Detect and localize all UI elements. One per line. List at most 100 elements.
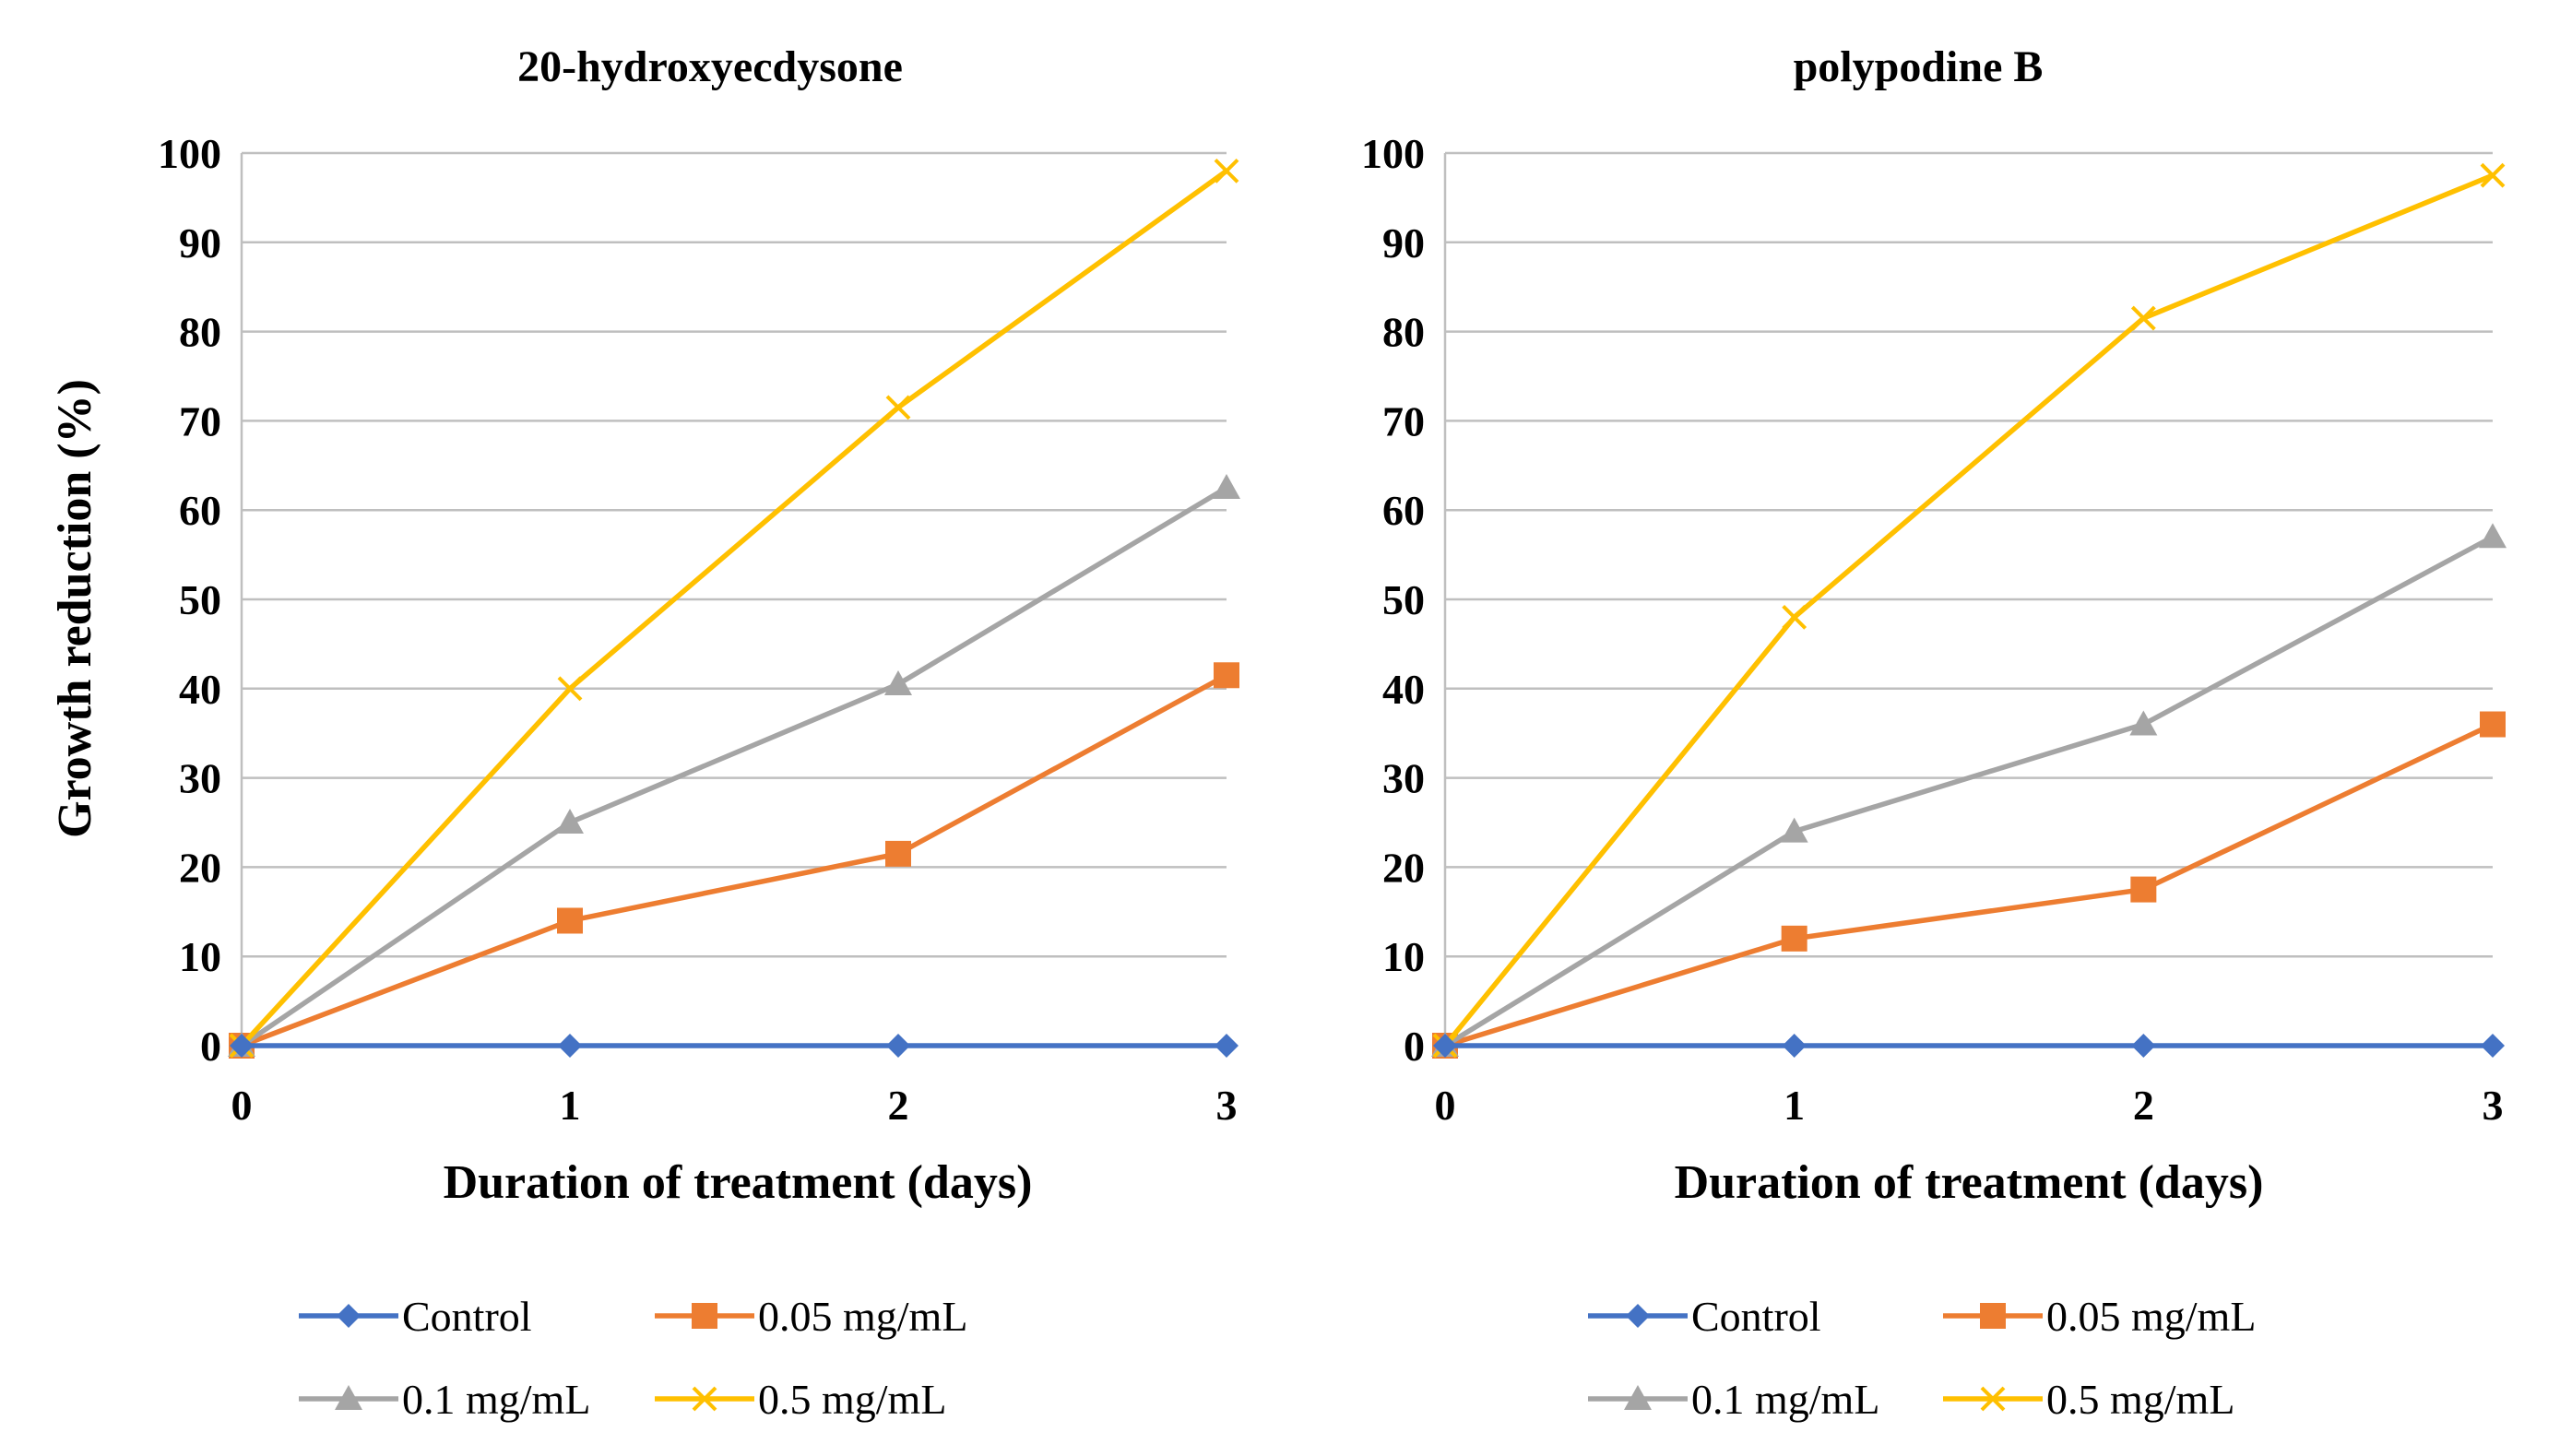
legend-label: 0.1 mg/mL: [1691, 1376, 1879, 1423]
series-line: [1443, 534, 2495, 1048]
y-tick-label: 60: [179, 487, 221, 534]
data-point: [2479, 523, 2507, 549]
data-point: [2129, 710, 2158, 736]
legend-item: 0.05 mg/mL: [655, 1293, 967, 1340]
data-point: [1215, 1034, 1239, 1058]
data-point: [557, 907, 583, 934]
data-point: [1214, 662, 1239, 689]
x-tick-label: 0: [1435, 1082, 1456, 1129]
legend-marker: [1624, 1385, 1652, 1410]
data-point: [885, 395, 911, 420]
data-point: [2480, 711, 2506, 738]
series-0-5-mg-ml: [1432, 162, 2506, 1059]
legend-marker: [335, 1385, 362, 1410]
legend-item: Control: [1588, 1293, 1821, 1340]
data-point: [885, 840, 911, 867]
x-tick-label: 2: [2133, 1082, 2154, 1129]
y-tick-label: 100: [1361, 130, 1425, 177]
data-point: [2130, 305, 2156, 331]
y-tick-label: 100: [158, 130, 221, 177]
data-point: [2481, 1034, 2505, 1058]
x-tick-label: 2: [888, 1082, 909, 1129]
y-tick-label: 0: [1404, 1023, 1425, 1070]
data-point: [1214, 158, 1239, 183]
series-control: [230, 1034, 1239, 1058]
y-tick-label: 70: [179, 397, 221, 444]
data-point: [1781, 925, 1807, 952]
y-tick-label: 50: [179, 576, 221, 623]
chart-title: 20-hydroxyecdysone: [517, 42, 903, 91]
series-line: [239, 169, 1228, 1048]
y-tick-label: 40: [179, 666, 221, 713]
legend-label: 0.5 mg/mL: [2046, 1376, 2234, 1423]
y-tick-label: 90: [179, 219, 221, 266]
legend-item: 0.5 mg/mL: [1943, 1376, 2234, 1423]
legend-marker: [692, 1303, 717, 1329]
gridlines: [240, 151, 1227, 1048]
data-point: [557, 676, 583, 702]
series-0-1-mg-ml: [1431, 523, 2507, 1057]
gridlines: [1443, 151, 2493, 1048]
y-tick-label: 60: [1382, 487, 1425, 534]
legend-item: Control: [299, 1293, 532, 1340]
plot-area: [1431, 162, 2507, 1059]
series-0-05-mg-ml: [1432, 711, 2506, 1059]
y-tick-label: 40: [1382, 666, 1425, 713]
legend-marker: [1980, 1386, 2006, 1412]
legend-label: Control: [1691, 1293, 1821, 1340]
legend-marker: [1626, 1304, 1650, 1328]
legend-marker: [692, 1386, 717, 1412]
data-point: [1780, 817, 1808, 843]
y-tick-label: 30: [1382, 755, 1425, 802]
legend-marker: [1980, 1303, 2006, 1329]
y-axis-label: Growth reduction (%): [49, 379, 101, 838]
y-tick-label: 10: [1382, 933, 1425, 980]
legend-item: 0.5 mg/mL: [655, 1376, 946, 1423]
legend-label: 0.05 mg/mL: [2046, 1293, 2256, 1340]
data-point: [556, 809, 584, 834]
x-tick-label: 3: [2483, 1082, 2504, 1129]
y-tick-label: 80: [179, 309, 221, 356]
y-tick-label: 70: [1382, 397, 1425, 444]
series-line: [241, 672, 1228, 1048]
y-tick-labels: 0 10 20 30 40 50 60 70 80 90 100: [158, 130, 221, 1070]
data-point: [2130, 876, 2157, 903]
legend-item: 0.05 mg/mL: [1943, 1293, 2256, 1340]
legend-label: Control: [402, 1293, 532, 1340]
y-tick-label: 80: [1382, 309, 1425, 356]
data-point: [230, 1034, 254, 1058]
y-tick-label: 50: [1382, 576, 1425, 623]
y-tick-label: 20: [1382, 844, 1425, 891]
x-tick-label: 1: [1784, 1082, 1805, 1129]
chart-title: polypodine B: [1794, 42, 2044, 91]
legend-label: 0.1 mg/mL: [402, 1376, 590, 1423]
data-point: [1433, 1034, 1457, 1058]
chart-20-hydroxyecdysone: 20-hydroxyecdysone 010203040506070809010…: [49, 42, 1240, 1423]
legend-label: 0.05 mg/mL: [758, 1293, 967, 1340]
legend: Control 0.05 mg/mL 0.1 mg/mL 0.5 mg/mL: [299, 1293, 967, 1423]
legend-label: 0.5 mg/mL: [758, 1376, 946, 1423]
legend-marker: [337, 1304, 361, 1328]
data-point: [884, 669, 912, 695]
y-tick-label: 10: [179, 933, 221, 980]
series-line: [1444, 722, 2495, 1048]
x-axis-label: Duration of treatment (days): [444, 1156, 1033, 1209]
y-tick-label: 0: [200, 1023, 221, 1070]
legend-item: 0.1 mg/mL: [1588, 1376, 1879, 1423]
y-tick-label: 30: [179, 755, 221, 802]
x-tick-labels: 0 1 2 3: [231, 1082, 1238, 1129]
legend-item: 0.1 mg/mL: [299, 1376, 590, 1423]
data-point: [1782, 1034, 1807, 1058]
y-tick-label: 90: [1382, 219, 1425, 266]
y-tick-label: 20: [179, 844, 221, 891]
x-tick-label: 0: [231, 1082, 253, 1129]
x-tick-label: 1: [560, 1082, 581, 1129]
series-0-05-mg-ml: [229, 662, 1239, 1059]
data-point: [2480, 162, 2506, 188]
y-tick-labels: 0 10 20 30 40 50 60 70 80 90 100: [1361, 130, 1425, 1070]
series-line: [240, 485, 1228, 1048]
x-tick-labels: 0 1 2 3: [1435, 1082, 2504, 1129]
series-control: [1433, 1034, 2505, 1058]
series-0-1-mg-ml: [228, 474, 1240, 1057]
